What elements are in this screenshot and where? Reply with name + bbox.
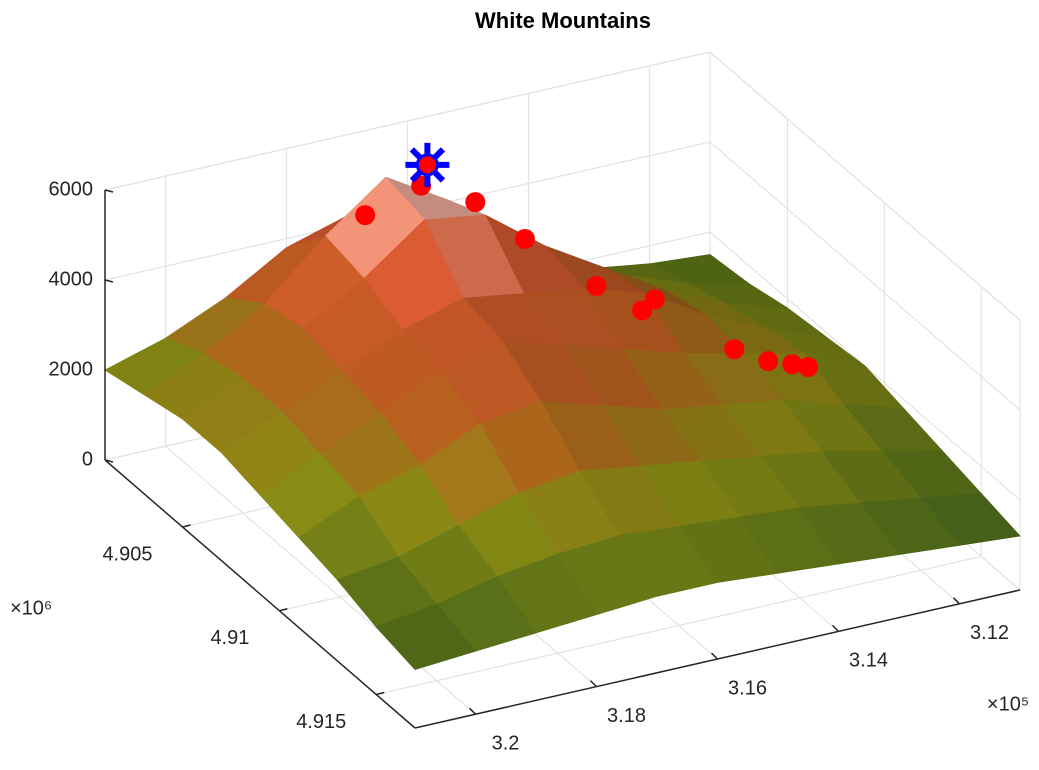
marker <box>798 357 819 378</box>
z-tick-label: 0 <box>82 448 93 470</box>
grid-line <box>709 141 1021 411</box>
x-multiplier: ×10⁵ <box>987 693 1029 715</box>
x-tick-label: 3.12 <box>970 622 1009 644</box>
z-tick-label: 2000 <box>49 358 94 380</box>
peak-marker <box>405 142 450 187</box>
marker <box>586 275 607 296</box>
tick-mark <box>589 680 598 688</box>
x-tick-label: 3.14 <box>849 650 888 672</box>
x-tick-label: 3.2 <box>492 732 520 754</box>
peak-center <box>415 153 439 177</box>
marker <box>758 351 779 372</box>
z-tick-label: 4000 <box>49 268 94 290</box>
tick-mark <box>182 524 191 528</box>
y-axis <box>104 459 416 729</box>
chart-title: White Mountains <box>475 8 651 33</box>
tick-mark <box>279 608 288 612</box>
x-tick-label: 3.18 <box>607 705 646 727</box>
tick-mark <box>468 707 477 715</box>
y-tick-label: 4.915 <box>296 711 346 733</box>
y-tick-label: 4.91 <box>210 627 249 649</box>
grid-line <box>709 51 1021 321</box>
tick-mark <box>710 652 719 660</box>
y-multiplier: ×10⁶ <box>10 597 52 619</box>
tick-mark <box>104 279 114 283</box>
z-tick-label: 6000 <box>49 178 94 200</box>
grid-line <box>165 445 476 715</box>
surface-patch <box>375 603 477 670</box>
marker <box>514 228 535 249</box>
grid-line <box>376 555 982 696</box>
marker <box>724 339 745 360</box>
x-tick-label: 3.16 <box>728 677 767 699</box>
marker <box>782 354 803 375</box>
y-tick-label: 4.905 <box>102 543 152 565</box>
tick-mark <box>952 597 961 605</box>
tick-mark <box>376 691 385 696</box>
marker <box>355 205 376 226</box>
x-axis <box>414 589 1021 729</box>
marker <box>644 289 665 310</box>
marker <box>465 192 486 213</box>
tick-mark <box>104 189 114 193</box>
tick-mark <box>831 624 840 632</box>
